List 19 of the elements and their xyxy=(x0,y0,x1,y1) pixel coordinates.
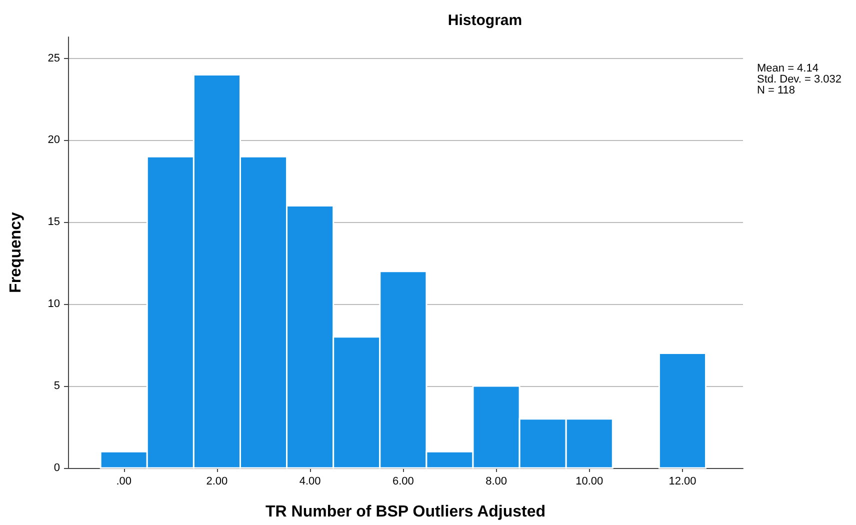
x-axis-title: TR Number of BSP Outliers Adjusted xyxy=(265,504,546,520)
x-tick-label: 6.00 xyxy=(392,476,414,488)
chart-title: Histogram xyxy=(448,12,522,29)
x-tick-label: 10.00 xyxy=(576,476,604,488)
x-tick-label: 12.00 xyxy=(668,476,696,488)
x-tick-label: 4.00 xyxy=(299,476,321,488)
x-tick-label: 8.00 xyxy=(486,476,507,488)
y-tick-label: 10 xyxy=(48,298,60,310)
y-tick-label: 15 xyxy=(48,216,60,228)
x-tick-label: 2.00 xyxy=(206,476,228,488)
y-tick-label: 0 xyxy=(54,462,60,474)
y-axis-title: Frequency xyxy=(8,212,24,293)
text: N = 118 xyxy=(757,84,796,96)
y-tick-label: 20 xyxy=(48,134,60,146)
text: Std. Dev. = 3.032 xyxy=(757,74,842,86)
y-tick-label: 5 xyxy=(54,380,60,392)
text: Mean = 4.14 xyxy=(757,62,818,74)
y-tick-label: 25 xyxy=(48,52,60,64)
x-tick-label: .00 xyxy=(116,476,132,488)
